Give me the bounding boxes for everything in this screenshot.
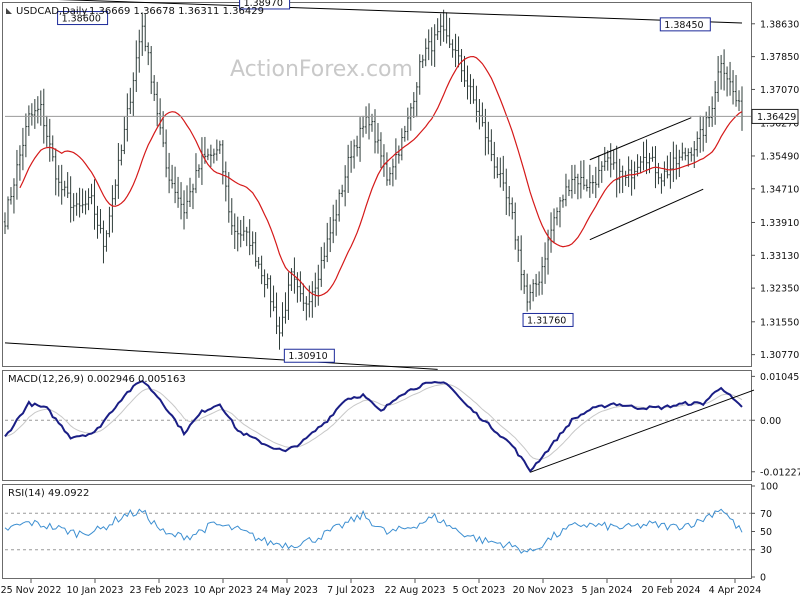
price-tick-label: 1.38630: [760, 19, 799, 30]
pivot-label-box: [57, 11, 109, 26]
price-tick-label: 1.30770: [760, 350, 799, 361]
price-tick-label: 1.37070: [760, 85, 799, 96]
x-axis: 25 Nov 2022 10 Jan 2023 23 Feb 2023 10 Apr …: [1, 579, 762, 596]
pivot-label-box: [239, 0, 291, 10]
x-tick-label: 25 Nov 2022: [1, 585, 62, 596]
macd-tick-label: 0.010457: [760, 372, 800, 383]
rsi-tick-label: 100: [760, 482, 778, 493]
pivot-label: 1.38600: [62, 14, 101, 25]
x-tick-label: 5 Jan 2024: [582, 585, 633, 596]
x-tick-label: 7 Jul 2023: [327, 585, 375, 596]
x-tick-label: 20 Nov 2023: [513, 585, 574, 596]
pivot-label-box: [522, 312, 574, 327]
macd-tick-label: -0.012276: [760, 467, 800, 478]
price-tick-label: 1.33910: [760, 218, 799, 229]
last-price-label: 1.36429: [757, 112, 796, 123]
rsi-panel: 100 70 50 30 0: [4, 482, 778, 584]
pivot-label: 1.31760: [527, 315, 566, 326]
macd-panel: 0.010457 0.00 -0.012276: [4, 372, 800, 478]
macd-line: [4, 379, 743, 473]
pivot-label: 1.38450: [664, 20, 703, 31]
chart-header: USDCAD,Daily 1.36669 1.36678 1.36311 1.3…: [6, 6, 264, 17]
macd-panel-frame: [2, 370, 752, 481]
rising-channel-lower-line: [589, 188, 704, 241]
rsi-tick-label: 50: [760, 527, 772, 538]
x-tick-label: 22 Aug 2023: [385, 585, 446, 596]
symbol-arrow-icon: [6, 8, 12, 14]
x-tick-label: 10 Jan 2023: [67, 585, 124, 596]
price-candles: [3, 9, 744, 350]
price-tick-label: 1.34710: [760, 184, 799, 195]
x-tick-label: 23 Feb 2023: [129, 585, 188, 596]
pivot-label: 1.38970: [244, 0, 283, 9]
ohlc-values: 1.36669 1.36678 1.36311 1.36429: [89, 6, 264, 17]
rising-channel-upper-line: [589, 117, 692, 161]
price-panel-frame: [2, 2, 752, 367]
price-axis: 1.38630 1.37850 1.37070 1.36270 1.35490 1.347…: [751, 19, 799, 361]
macd-signal-line: [4, 383, 743, 461]
price-tick-label: 1.36270: [760, 119, 799, 130]
price-tick-label: 1.35490: [760, 151, 799, 162]
moving-average-line: [19, 55, 743, 297]
rsi-line: [4, 508, 743, 554]
x-tick-label: 20 Feb 2024: [641, 585, 700, 596]
falling-channel-lower-line: [4, 342, 438, 370]
falling-channel-upper-line: [57, 0, 743, 24]
x-tick-label: 5 Oct 2023: [453, 585, 506, 596]
pivot-label: 1.30910: [288, 351, 327, 362]
watermark: ActionForex.com: [230, 57, 413, 82]
price-tick-label: 1.37850: [760, 52, 799, 63]
macd-title: MACD(12,26,9) 0.002946 0.005163: [8, 374, 186, 385]
macd-trend-line: [529, 389, 755, 473]
last-price-tag: [751, 108, 799, 124]
pivot-label-box: [659, 17, 711, 32]
pivot-label-box: [283, 348, 335, 363]
pivot-labels: 1.38600 1.38970 1.38450 1.31760 1.30910: [57, 0, 711, 363]
rsi-tick-label: 70: [760, 509, 772, 520]
price-tick-label: 1.33130: [760, 251, 799, 262]
price-tick-label: 1.31550: [760, 317, 799, 328]
rsi-tick-label: 0: [760, 573, 766, 584]
price-tick-label: 1.32350: [760, 284, 799, 295]
symbol-label: USDCAD,Daily: [16, 6, 87, 17]
price-overlays: [4, 0, 751, 370]
rsi-tick-label: 30: [760, 545, 772, 556]
x-tick-label: 10 Apr 2023: [194, 585, 253, 596]
rsi-title: RSI(14) 49.0922: [8, 488, 89, 499]
x-tick-label: 24 May 2023: [256, 585, 318, 596]
x-tick-label: 4 Apr 2024: [709, 585, 762, 596]
rsi-panel-frame: [2, 484, 752, 579]
macd-tick-label: 0.00: [760, 416, 781, 427]
